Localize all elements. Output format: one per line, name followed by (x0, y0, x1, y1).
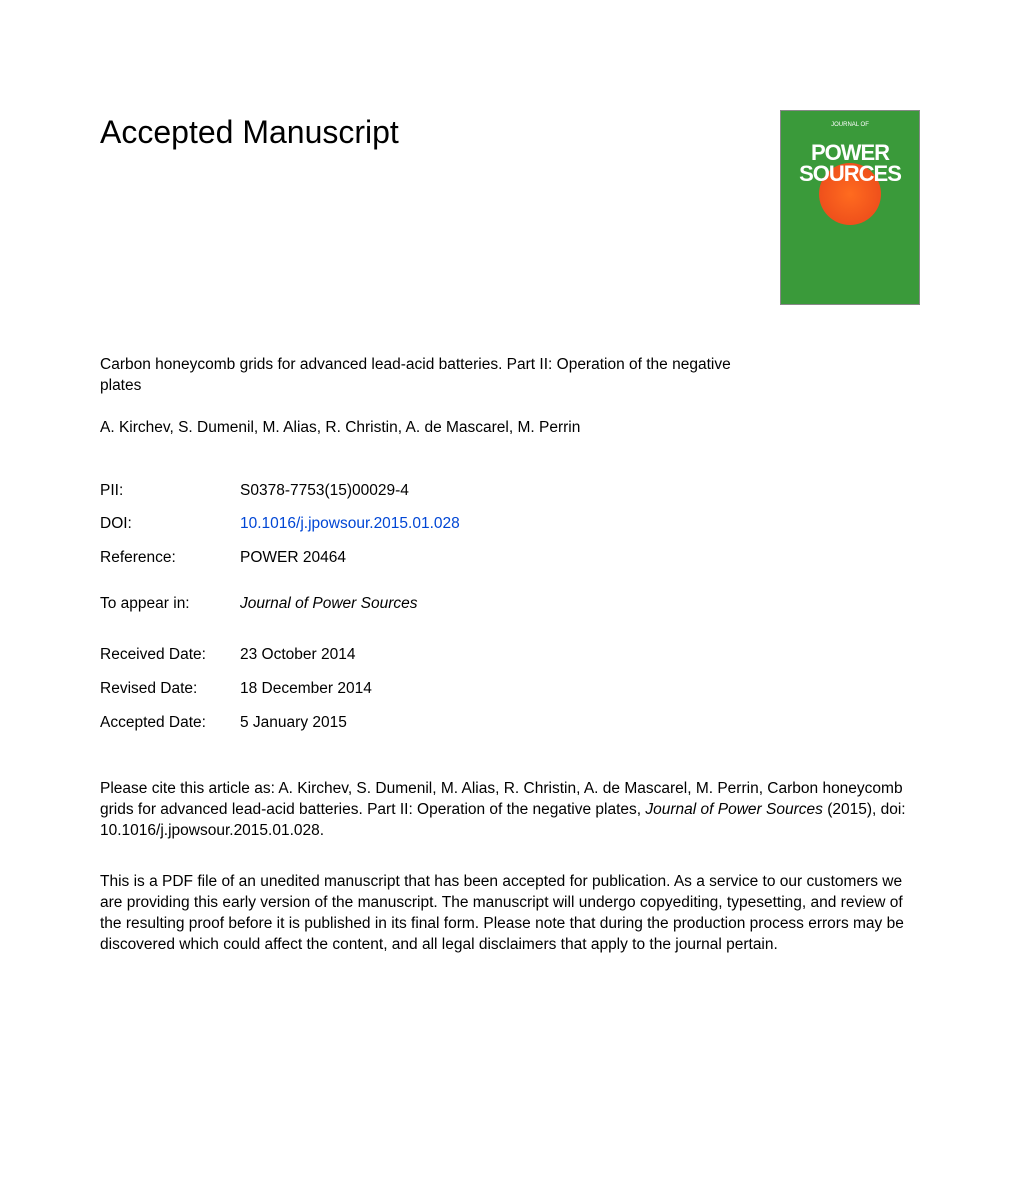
header-row: Accepted Manuscript JOURNAL OF POWER SOU… (100, 110, 920, 305)
page-heading: Accepted Manuscript (100, 110, 399, 155)
accepted-value: 5 January 2015 (240, 706, 372, 740)
date-row-received: Received Date: 23 October 2014 (100, 638, 372, 672)
meta-row-pii: PII: S0378-7753(15)00029-4 (100, 474, 460, 508)
meta-row-doi: DOI: 10.1016/j.jpowsour.2015.01.028 (100, 507, 460, 541)
cover-journal-label: JOURNAL OF (789, 121, 911, 129)
citation-journal: Journal of Power Sources (645, 801, 822, 818)
article-title: Carbon honeycomb grids for advanced lead… (100, 355, 740, 397)
doi-label: DOI: (100, 507, 240, 541)
date-row-revised: Revised Date: 18 December 2014 (100, 672, 372, 706)
dates-table: Received Date: 23 October 2014 Revised D… (100, 638, 372, 739)
cover-journal-name: POWER SOURCES (789, 143, 911, 185)
article-authors: A. Kirchev, S. Dumenil, M. Alias, R. Chr… (100, 417, 920, 439)
pii-value: S0378-7753(15)00029-4 (240, 474, 460, 508)
appear-value: Journal of Power Sources (240, 587, 417, 621)
meta-row-appear: To appear in: Journal of Power Sources (100, 587, 417, 621)
revised-value: 18 December 2014 (240, 672, 372, 706)
reference-value: POWER 20464 (240, 541, 460, 575)
meta-row-reference: Reference: POWER 20464 (100, 541, 460, 575)
reference-label: Reference: (100, 541, 240, 575)
doi-value: 10.1016/j.jpowsour.2015.01.028 (240, 507, 460, 541)
received-label: Received Date: (100, 638, 240, 672)
doi-link[interactable]: 10.1016/j.jpowsour.2015.01.028 (240, 515, 460, 532)
appear-table: To appear in: Journal of Power Sources (100, 587, 417, 621)
disclaimer-text: This is a PDF file of an unedited manusc… (100, 872, 920, 956)
metadata-table: PII: S0378-7753(15)00029-4 DOI: 10.1016/… (100, 474, 460, 575)
cover-name-line3: SOURCES (799, 161, 901, 186)
received-value: 23 October 2014 (240, 638, 372, 672)
date-row-accepted: Accepted Date: 5 January 2015 (100, 706, 372, 740)
revised-label: Revised Date: (100, 672, 240, 706)
citation-block: Please cite this article as: A. Kirchev,… (100, 779, 920, 842)
accepted-label: Accepted Date: (100, 706, 240, 740)
pii-label: PII: (100, 474, 240, 508)
journal-cover-thumbnail: JOURNAL OF POWER SOURCES (780, 110, 920, 305)
appear-label: To appear in: (100, 587, 240, 621)
